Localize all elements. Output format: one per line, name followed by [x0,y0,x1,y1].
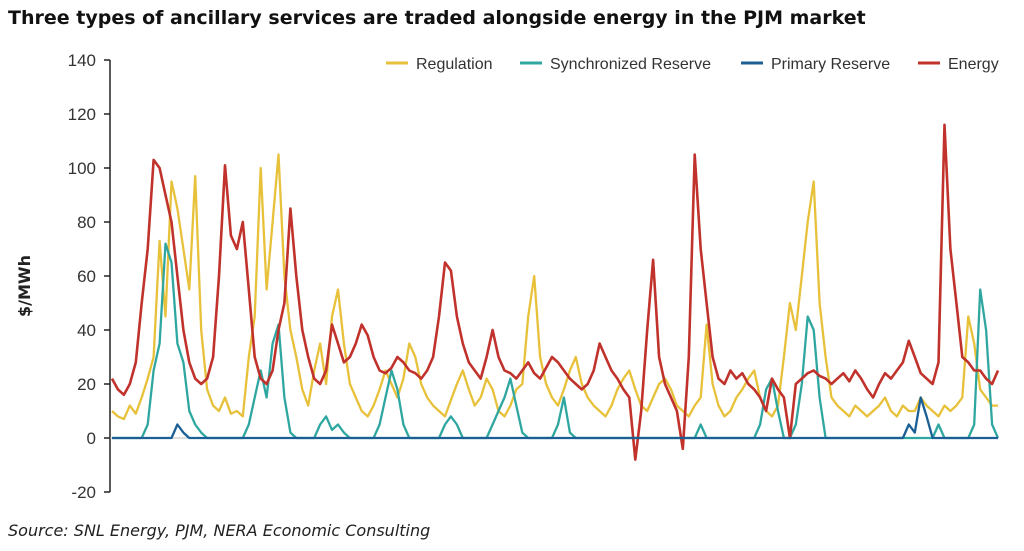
y-axis-label: $/MWh [15,255,34,317]
y-tick-label: 80 [77,213,96,232]
legend-label-synchronized-reserve: Synchronized Reserve [550,56,711,73]
source-note: Source: SNL Energy, PJM, NERA Economic C… [8,521,431,540]
y-tick-label: 40 [77,321,96,340]
legend: Regulation Synchronized Reserve Primary Re… [386,56,999,73]
series-line-primary-reserve [112,396,998,440]
chart-title: Three types of ancillary services are tr… [8,7,866,29]
y-tick-label: 0 [87,429,96,448]
y-tick-label: 100 [68,159,96,178]
series-line-energy [110,123,1000,461]
y-axis: -20 0 20 40 60 80 100 120 140 [68,51,111,502]
y-tick-label: 60 [77,267,96,286]
legend-label-energy: Energy [948,56,999,73]
series-line-regulation [111,153,998,421]
y-tick-label: -20 [71,483,96,502]
y-tick-label: 120 [68,105,96,124]
legend-label-regulation: Regulation [416,56,493,73]
y-tick-label: 20 [77,375,96,394]
series-line-synchronized-reserve [112,242,1000,440]
legend-label-primary-reserve: Primary Reserve [771,56,890,73]
y-tick-label: 140 [68,51,96,70]
series-lines [110,123,1000,461]
